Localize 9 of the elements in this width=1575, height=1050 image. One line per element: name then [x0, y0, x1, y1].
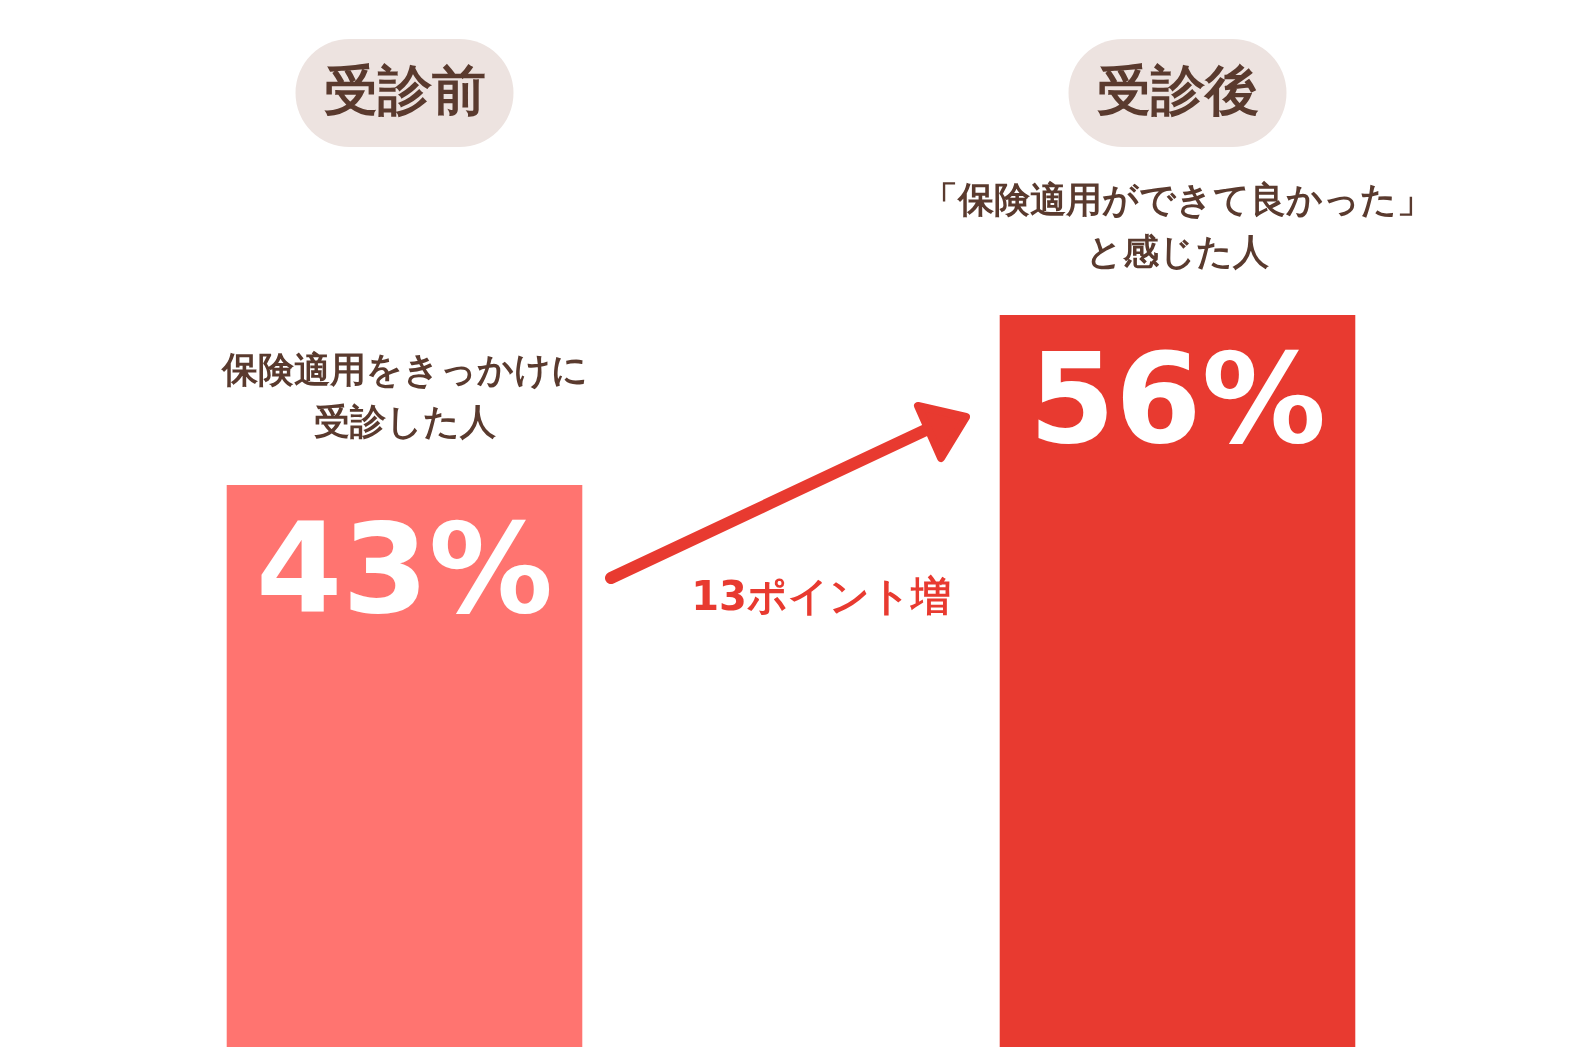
annotation: 13ポイント増: [691, 573, 951, 620]
x-tick-label: 受診後: [1096, 59, 1259, 123]
data-label: 43%: [256, 497, 553, 642]
data-label: 56%: [1029, 327, 1326, 472]
annotation: 「保険適用ができて良かった」: [922, 179, 1433, 221]
annotation: 保険適用をきっかけに: [219, 349, 588, 391]
annotation: と感じた人: [1086, 231, 1269, 273]
x-tick-label: 受診前: [323, 59, 486, 123]
annotation: 受診した人: [313, 401, 496, 443]
